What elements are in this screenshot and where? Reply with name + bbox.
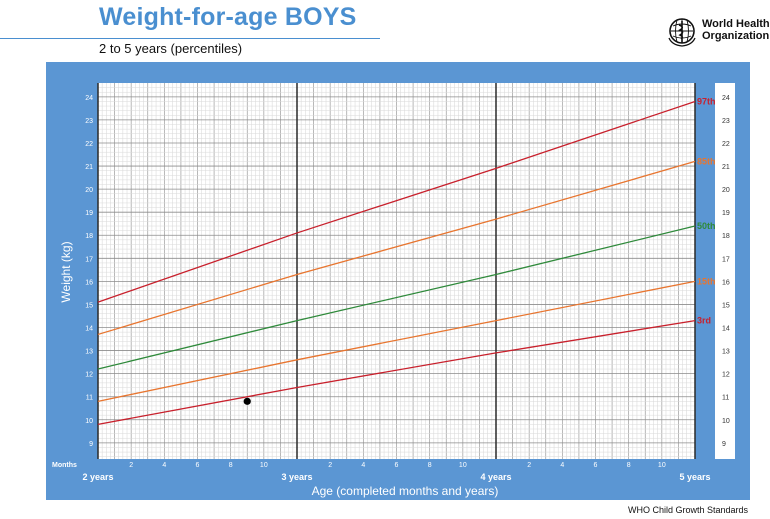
- month-tick-label: 8: [627, 462, 631, 469]
- percentile-label: 15th: [697, 276, 716, 286]
- y-tick-label-right: 23: [722, 118, 730, 125]
- y-tick-label-left: 13: [85, 349, 93, 356]
- y-tick-label-left: 11: [86, 395, 93, 402]
- y-tick-label-left: 20: [85, 187, 93, 194]
- percentile-lines: [97, 100, 696, 426]
- who-logo: World Health Organization: [666, 16, 770, 47]
- percentile-line-85th: [97, 160, 696, 336]
- percentile-label: 50th: [697, 221, 716, 231]
- org-name-line1: World Health: [702, 18, 770, 30]
- who-emblem-icon: [668, 18, 696, 47]
- y-tick-label-left: 12: [85, 372, 93, 379]
- y-tick-label-left: 14: [85, 326, 93, 333]
- percentile-label: 97th: [697, 96, 716, 106]
- x-axis-title: Age (completed months and years): [312, 484, 499, 498]
- month-tick-label: 8: [229, 462, 233, 469]
- y-tick-label-left: 24: [85, 95, 93, 102]
- grid-lines: [97, 83, 696, 459]
- y-tick-label-left: 23: [85, 118, 93, 125]
- month-tick-label: 6: [594, 462, 598, 469]
- y-tick-label-right: 11: [722, 395, 729, 402]
- y-tick-label-left: 17: [85, 256, 93, 263]
- y-tick-label-right: 17: [722, 256, 730, 263]
- y-tick-label-right: 21: [722, 164, 730, 171]
- month-tick-label: 8: [428, 462, 432, 469]
- page-subtitle: 2 to 5 years (percentiles): [99, 41, 243, 56]
- y-tick-label-right: 18: [722, 233, 730, 240]
- y-tick-label-right: 12: [722, 372, 730, 379]
- month-tick-label: 2: [328, 462, 332, 469]
- year-tick-label: 4 years: [480, 472, 511, 482]
- percentile-line-3rd: [97, 319, 696, 426]
- percentile-label: 85th: [697, 156, 716, 166]
- month-tick-label: 4: [361, 462, 365, 469]
- org-name-line2: Organization: [702, 30, 770, 42]
- footer-text: WHO Child Growth Standards: [627, 505, 748, 515]
- percentile-line-50th: [97, 225, 696, 370]
- y-tick-label-right: 14: [722, 326, 730, 333]
- percentile-label: 3rd: [697, 316, 711, 326]
- y-tick-label-left: 21: [85, 164, 93, 171]
- months-label: Months: [52, 462, 77, 469]
- month-tick-label: 10: [459, 462, 467, 469]
- month-tick-label: 4: [560, 462, 564, 469]
- data-points: [243, 397, 251, 405]
- y-tick-label-left: 16: [85, 279, 93, 286]
- year-tick-label: 2 years: [82, 472, 113, 482]
- chart-labels: 97th 85th 50th 15th 3rd: [697, 96, 716, 325]
- measurement-point: [243, 397, 251, 405]
- y-tick-label-right: 22: [722, 141, 730, 148]
- y-tick-label-left: 18: [85, 233, 93, 240]
- y-tick-label-right: 10: [722, 418, 730, 425]
- y-tick-label-right: 20: [722, 187, 730, 194]
- month-tick-label: 10: [658, 462, 666, 469]
- y-tick-label-right: 19: [722, 210, 730, 217]
- y-tick-label-left: 9: [89, 441, 93, 448]
- month-tick-label: 6: [196, 462, 200, 469]
- year-tick-label: 5 years: [679, 472, 710, 482]
- y-tick-label-right: 24: [722, 95, 730, 102]
- right-axis-strip: [715, 83, 735, 459]
- title-rule: [0, 38, 380, 39]
- axis-labels: 9 9 10 10 11 11 12 12 13 13 14 14 15 15 16 16 17 17 18 18 19…: [82, 95, 729, 482]
- y-axis-title: Weight (kg): [59, 241, 73, 302]
- month-tick-label: 2: [129, 462, 133, 469]
- month-tick-label: 6: [395, 462, 399, 469]
- y-tick-label-left: 15: [85, 302, 93, 309]
- y-tick-label-right: 9: [722, 441, 726, 448]
- page-title: Weight-for-age BOYS: [99, 3, 357, 31]
- month-tick-label: 4: [162, 462, 166, 469]
- month-tick-label: 2: [527, 462, 531, 469]
- y-tick-label-left: 10: [85, 418, 93, 425]
- year-tick-label: 3 years: [281, 472, 312, 482]
- y-tick-label-right: 13: [722, 349, 730, 356]
- percentile-line-97th: [97, 100, 696, 303]
- month-tick-label: 10: [260, 462, 268, 469]
- percentile-line-15th: [97, 280, 696, 402]
- y-tick-label-right: 15: [722, 302, 730, 309]
- y-tick-label-right: 16: [722, 279, 730, 286]
- y-tick-label-left: 19: [85, 210, 93, 217]
- y-tick-label-left: 22: [85, 141, 93, 148]
